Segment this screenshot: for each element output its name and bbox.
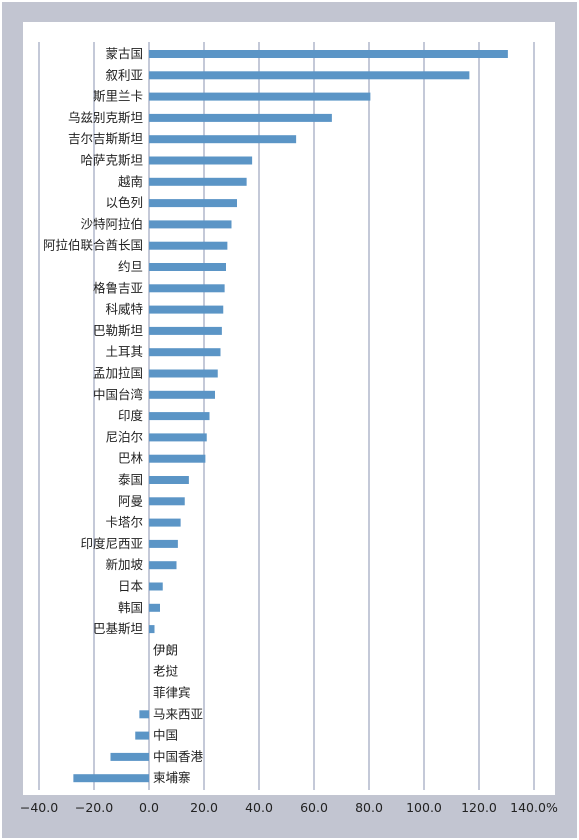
category-label: 以色列 xyxy=(105,195,143,210)
category-label: 中国台湾 xyxy=(93,387,143,402)
bar xyxy=(149,199,237,208)
category-label: 约旦 xyxy=(118,259,143,274)
category-label: 土耳其 xyxy=(105,344,143,359)
bar xyxy=(149,539,178,548)
x-tick-label: 120.0 xyxy=(461,800,497,815)
bar xyxy=(149,92,371,101)
x-tick-label: 80.0 xyxy=(355,800,383,815)
x-tick-label: −40.0 xyxy=(20,800,58,815)
bar xyxy=(149,135,297,144)
category-label: 越南 xyxy=(118,174,143,189)
plot-area xyxy=(23,22,555,795)
bar xyxy=(149,412,210,421)
bar xyxy=(149,71,470,80)
bar xyxy=(139,710,149,719)
category-label: 新加坡 xyxy=(105,557,143,572)
category-label: 马来西亚 xyxy=(153,706,203,721)
x-tick-label: 100.0 xyxy=(406,800,442,815)
bar xyxy=(149,454,206,463)
x-tick-label: 0.0 xyxy=(139,800,159,815)
category-label: 尼泊尔 xyxy=(105,429,143,444)
bar xyxy=(149,518,181,527)
category-label: 中国香港 xyxy=(153,749,204,764)
category-label: 巴勒斯坦 xyxy=(93,323,143,338)
bar xyxy=(149,284,225,293)
bar xyxy=(149,50,508,58)
category-label: 巴基斯坦 xyxy=(93,621,143,636)
x-tick-label: −20.0 xyxy=(75,800,113,815)
bar xyxy=(149,305,224,314)
bar xyxy=(149,369,218,378)
category-label: 孟加拉国 xyxy=(93,366,143,381)
category-label: 印度尼西亚 xyxy=(80,536,143,551)
bar xyxy=(149,603,160,612)
bar xyxy=(149,263,226,271)
category-label: 叙利亚 xyxy=(105,67,143,82)
category-label: 韩国 xyxy=(118,600,143,615)
category-label: 日本 xyxy=(118,579,144,594)
bar xyxy=(110,752,149,761)
bar xyxy=(149,326,222,335)
category-label: 格鲁吉亚 xyxy=(93,280,143,295)
category-label: 哈萨克斯坦 xyxy=(80,153,143,168)
category-label: 巴林 xyxy=(118,451,144,466)
category-label: 菲律宾 xyxy=(153,685,191,700)
bar xyxy=(149,177,247,186)
category-label: 蒙古国 xyxy=(105,46,143,61)
category-label: 伊朗 xyxy=(153,642,178,657)
bar xyxy=(149,113,332,122)
bar xyxy=(149,220,232,229)
category-label: 阿曼 xyxy=(118,493,143,508)
bar xyxy=(149,156,253,165)
bar xyxy=(149,497,185,506)
category-label: 乌兹别克斯坦 xyxy=(68,110,143,125)
category-label: 斯里兰卡 xyxy=(93,89,143,104)
bar xyxy=(149,476,189,484)
bar xyxy=(149,241,228,250)
bar xyxy=(149,561,177,570)
category-label: 印度 xyxy=(118,408,144,423)
category-label: 阿拉伯联合酋长国 xyxy=(43,238,143,253)
bar xyxy=(149,625,155,634)
bar xyxy=(73,774,149,783)
x-tick-label: 20.0 xyxy=(190,800,218,815)
x-tick-label: 140.0% xyxy=(510,800,558,815)
bar xyxy=(149,582,163,591)
category-label: 柬埔寨 xyxy=(153,770,191,785)
bar xyxy=(135,731,149,740)
category-label: 泰国 xyxy=(118,472,143,487)
bar xyxy=(149,390,215,399)
x-tick-label: 60.0 xyxy=(300,800,328,815)
bar xyxy=(149,433,207,442)
category-label: 卡塔尔 xyxy=(105,515,143,530)
category-label: 吉尔吉斯斯坦 xyxy=(68,131,143,146)
x-tick-label: 40.0 xyxy=(245,800,273,815)
bar xyxy=(149,348,221,357)
category-label: 沙特阿拉伯 xyxy=(80,216,143,231)
category-label: 中国 xyxy=(153,728,178,743)
category-label: 老挝 xyxy=(153,664,179,679)
category-label: 科威特 xyxy=(105,302,143,317)
